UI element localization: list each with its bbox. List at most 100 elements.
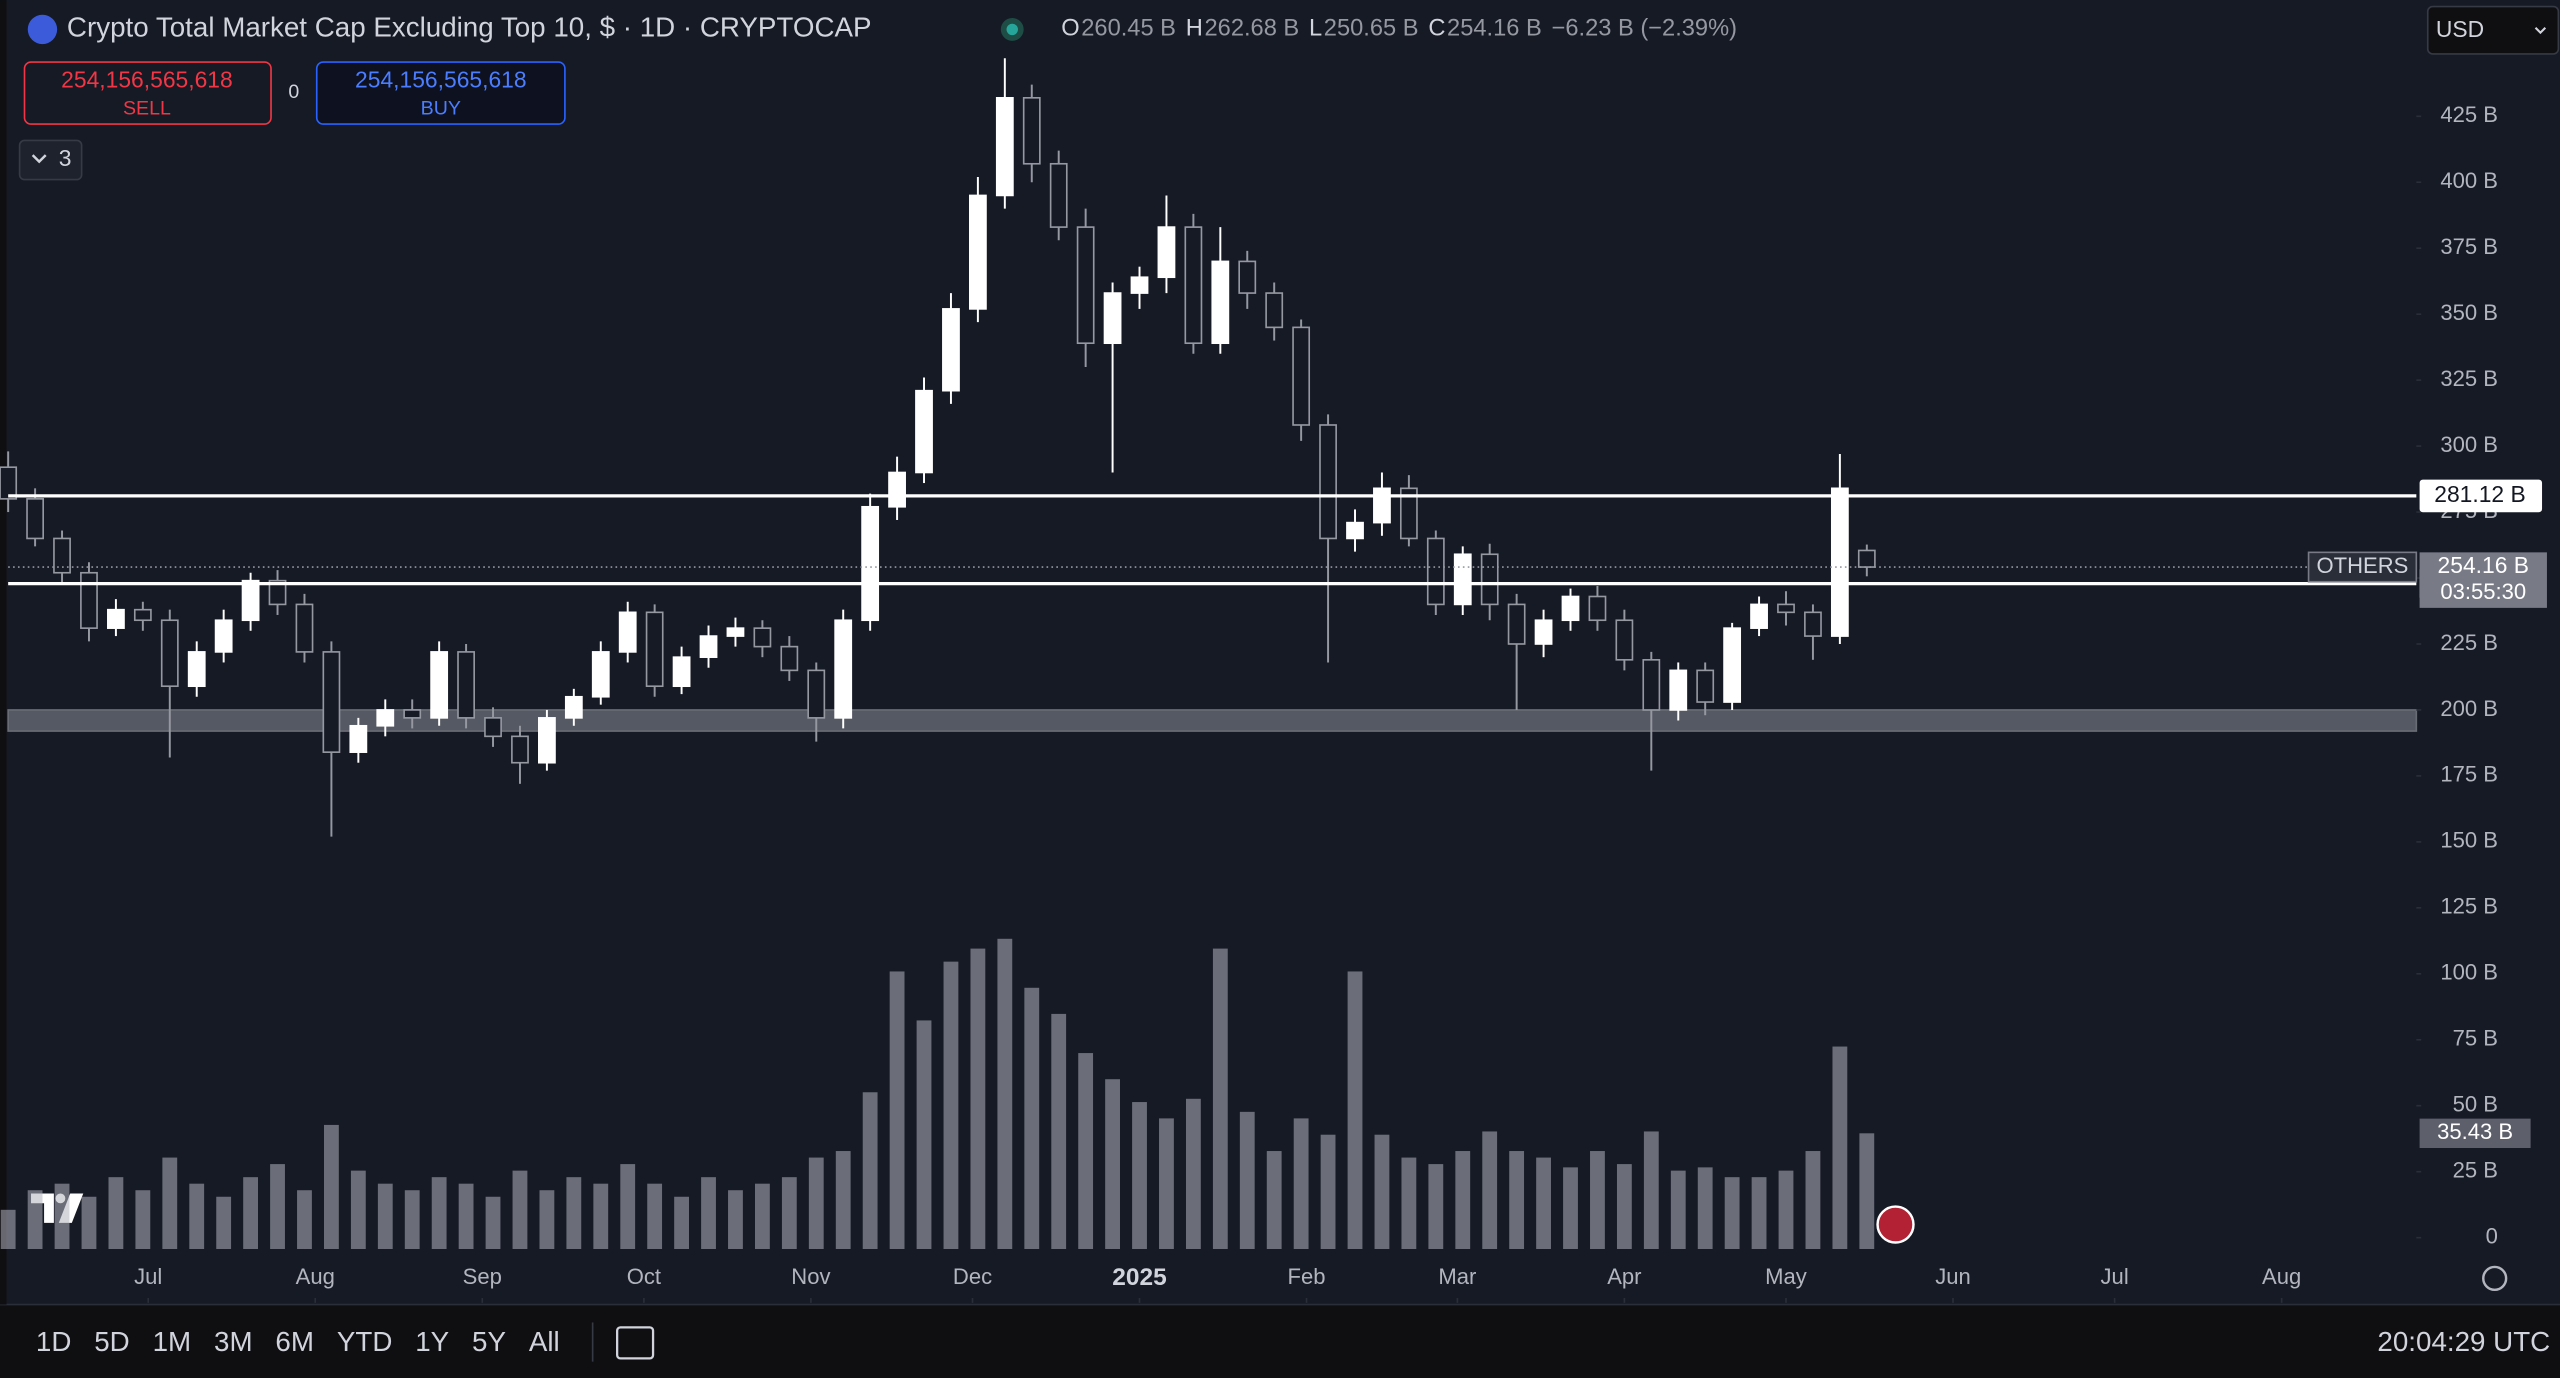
- events-flag[interactable]: [1876, 1205, 1915, 1244]
- volume-bar: [1374, 1134, 1390, 1249]
- candle-body: [780, 645, 799, 672]
- volume-bar: [162, 1157, 178, 1249]
- candle-body: [1049, 162, 1068, 228]
- logo-shape: [31, 1193, 84, 1223]
- range-button[interactable]: All: [529, 1326, 560, 1357]
- volume-bar: [1078, 1053, 1094, 1249]
- range-button[interactable]: 6M: [275, 1326, 314, 1357]
- left-edge: [0, 0, 7, 1305]
- candle-body: [1696, 669, 1715, 703]
- settings-icon[interactable]: [2482, 1265, 2508, 1292]
- volume-bar: [54, 1183, 70, 1249]
- date-range-icon[interactable]: [616, 1326, 655, 1360]
- candle-body: [942, 308, 960, 392]
- candle-body: [107, 608, 125, 629]
- candle-body: [1480, 553, 1499, 606]
- volume-bar: [1185, 1098, 1201, 1249]
- volume-bar: [1051, 1013, 1067, 1249]
- candle-body: [861, 505, 880, 622]
- candle-body: [645, 611, 664, 688]
- volume-bar: [1697, 1167, 1713, 1249]
- candle-body: [484, 717, 502, 738]
- sell-price[interactable]: 254,156,565,618: [61, 67, 232, 93]
- line-label-box: [2419, 479, 2543, 513]
- ohlc-value: 262.68 B: [1205, 16, 1300, 42]
- symbol-tag: OTHERS: [2317, 553, 2409, 578]
- candle-body: [511, 735, 529, 764]
- volume-bar: [970, 948, 986, 1249]
- spread: 0: [288, 81, 299, 103]
- market-status-dot: [1006, 23, 1018, 36]
- range-button[interactable]: 5D: [94, 1326, 129, 1357]
- candle-body: [968, 194, 987, 310]
- range-button[interactable]: 1M: [153, 1326, 192, 1357]
- volume-bar: [1024, 987, 1040, 1249]
- volume-bar: [458, 1183, 474, 1249]
- volume-bar: [916, 1020, 932, 1249]
- range-button[interactable]: 1D: [36, 1326, 71, 1357]
- volume-label: 35.43 B: [2437, 1119, 2513, 1144]
- volume-bar: [997, 938, 1013, 1249]
- buy-price[interactable]: 254,156,565,618: [355, 67, 526, 93]
- volume-bar: [323, 1124, 339, 1249]
- volume-bar: [1805, 1151, 1821, 1249]
- x-tick-label: Jun: [1935, 1264, 1971, 1289]
- volume-bar: [674, 1196, 689, 1249]
- candle-body: [53, 537, 71, 574]
- candle-body: [1103, 292, 1122, 345]
- currency-select[interactable]: [2426, 5, 2560, 55]
- y-tick-label: 375 B: [2440, 234, 2498, 259]
- y-tick-label: 425 B: [2440, 102, 2498, 127]
- volume-bar: [1859, 1133, 1875, 1249]
- y-tick-label: 400 B: [2440, 168, 2498, 193]
- last-price-box: [2419, 552, 2547, 608]
- buy-label[interactable]: BUY: [421, 98, 461, 120]
- volume-bar: [1590, 1151, 1605, 1249]
- y-tick-label: 175 B: [2440, 762, 2498, 787]
- range-button[interactable]: 3M: [214, 1326, 253, 1357]
- volume-bar: [1401, 1157, 1417, 1249]
- x-tick-label: Dec: [953, 1264, 992, 1289]
- volume-bar: [1563, 1167, 1578, 1249]
- volume-bar: [1428, 1164, 1444, 1249]
- candle-body: [1184, 226, 1203, 345]
- sell-label[interactable]: SELL: [123, 98, 171, 120]
- candle-body: [1346, 521, 1364, 540]
- y-tick-label: 0: [2486, 1223, 2498, 1248]
- range-button[interactable]: 1Y: [415, 1326, 449, 1357]
- volume-bar: [1347, 971, 1363, 1249]
- sell-button[interactable]: [23, 61, 272, 125]
- volume-bar: [1132, 1102, 1147, 1249]
- y-tick-label: 350 B: [2440, 300, 2498, 325]
- candle-body: [1857, 549, 1876, 568]
- candle-body: [403, 709, 422, 719]
- y-tick-label: 150 B: [2440, 828, 2498, 853]
- y-tick-label: 125 B: [2440, 894, 2498, 919]
- range-button[interactable]: YTD: [337, 1326, 393, 1357]
- candle-body: [1319, 424, 1337, 540]
- volume-bar: [1482, 1131, 1498, 1249]
- y-tick-label: 325 B: [2440, 366, 2498, 391]
- candle-body: [1723, 627, 1742, 703]
- volume-bar: [1159, 1118, 1174, 1249]
- candle-body: [1507, 603, 1526, 645]
- indicators-count[interactable]: 3: [59, 145, 72, 171]
- currency[interactable]: USD: [2436, 16, 2484, 42]
- candle-body: [1399, 487, 1418, 540]
- candle-body: [995, 96, 1014, 197]
- price-change: −6.23 B (−2.39%): [1552, 16, 1737, 42]
- volume-bar: [27, 1190, 43, 1249]
- x-tick-label: Apr: [1607, 1264, 1641, 1289]
- volume-bar: [566, 1177, 582, 1249]
- range-button[interactable]: 5Y: [472, 1326, 506, 1357]
- volume-bar: [620, 1164, 636, 1249]
- symbol-icon: [27, 14, 58, 45]
- volume-bar: [1266, 1151, 1282, 1249]
- indicators-toggle[interactable]: [18, 139, 83, 181]
- ohlc-value: 254.16 B: [1447, 16, 1542, 42]
- buy-button[interactable]: [315, 61, 566, 125]
- y-tick-label: 50 B: [2453, 1092, 2498, 1117]
- volume-bar: [1105, 1079, 1120, 1249]
- candle-body: [1588, 595, 1607, 622]
- volume-bar: [1320, 1134, 1336, 1249]
